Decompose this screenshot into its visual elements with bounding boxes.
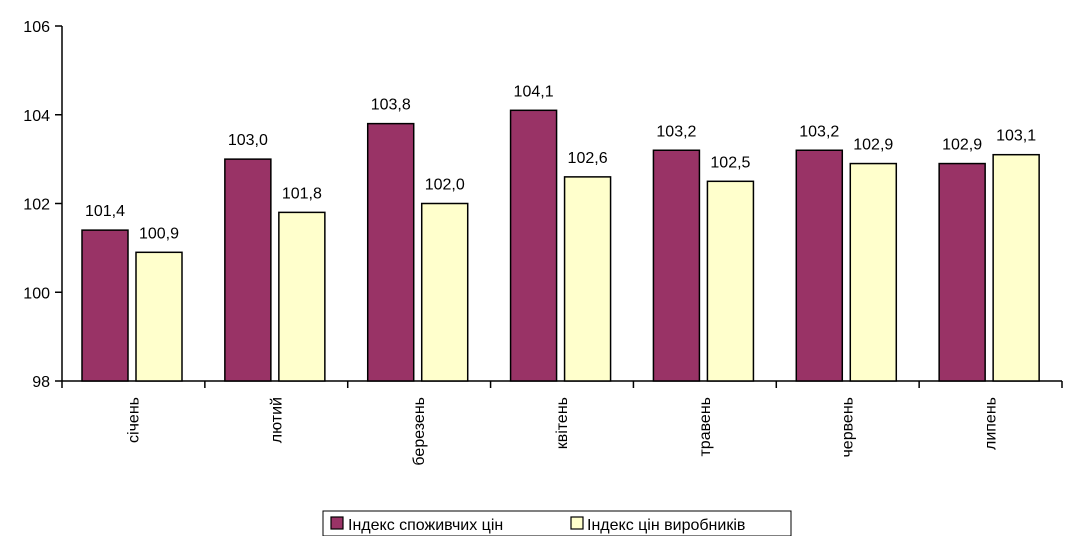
data-label: 101,4: [85, 203, 125, 220]
category-label: квітень: [554, 397, 571, 449]
category-label: березень: [411, 397, 428, 466]
bar-series-2: [278, 211, 326, 382]
legend-box: [322, 510, 792, 536]
bar-series-1: [366, 122, 415, 382]
bar-series-1: [795, 149, 844, 382]
y-axis: 98 100 102 104 106: [23, 19, 63, 391]
data-label: 102,9: [942, 137, 982, 154]
category-label: липень: [983, 397, 1000, 450]
category-label: лютий: [268, 397, 285, 443]
x-axis: січень лютий березень квітень травень червень…: [61, 380, 1063, 466]
bar-series-2: [563, 176, 612, 382]
data-label: 102,6: [568, 150, 608, 167]
data-label: 104,1: [514, 83, 554, 100]
data-label: 102,0: [425, 177, 465, 194]
y-tick-label: 98: [32, 374, 50, 391]
bar-series-2: [135, 251, 183, 382]
bar-series-1: [509, 109, 558, 382]
data-label: 103,0: [228, 132, 268, 149]
bar-series-1: [224, 158, 272, 382]
data-label: 102,9: [853, 137, 893, 154]
legend-label: Індекс споживчих цін: [348, 517, 503, 534]
bar-series-1: [81, 229, 129, 382]
category-label: січень: [125, 397, 142, 443]
data-label: 103,1: [996, 128, 1036, 145]
y-tick-label: 106: [23, 19, 50, 36]
category-label: травень: [697, 397, 714, 457]
bar-series-1: [938, 162, 986, 382]
y-tick-label: 104: [23, 108, 50, 125]
bar-series-2: [706, 180, 755, 382]
legend-swatch: [570, 516, 584, 530]
data-label: 102,5: [710, 154, 750, 171]
data-label: 100,9: [139, 225, 179, 242]
data-label: 103,2: [656, 123, 696, 140]
legend: Індекс споживчих цін Індекс цін виробникі…: [322, 510, 792, 536]
legend-label: Індекс цін виробників: [587, 517, 745, 534]
bars: [81, 109, 1040, 382]
data-labels: 101,4 103,0 103,8 104,1 103,2 103,2 102,9 100,9…: [85, 83, 1036, 242]
y-tick-label: 102: [23, 197, 50, 214]
legend-swatch: [330, 516, 344, 530]
bar-series-1: [652, 149, 701, 382]
data-label: 101,8: [282, 185, 322, 202]
y-tick-label: 100: [23, 285, 50, 302]
category-label: червень: [840, 397, 857, 458]
data-label: 103,8: [371, 97, 411, 114]
data-label: 103,2: [799, 123, 839, 140]
bar-series-2: [849, 162, 898, 382]
bar-series-2: [420, 202, 469, 382]
bar-series-2: [992, 153, 1040, 382]
